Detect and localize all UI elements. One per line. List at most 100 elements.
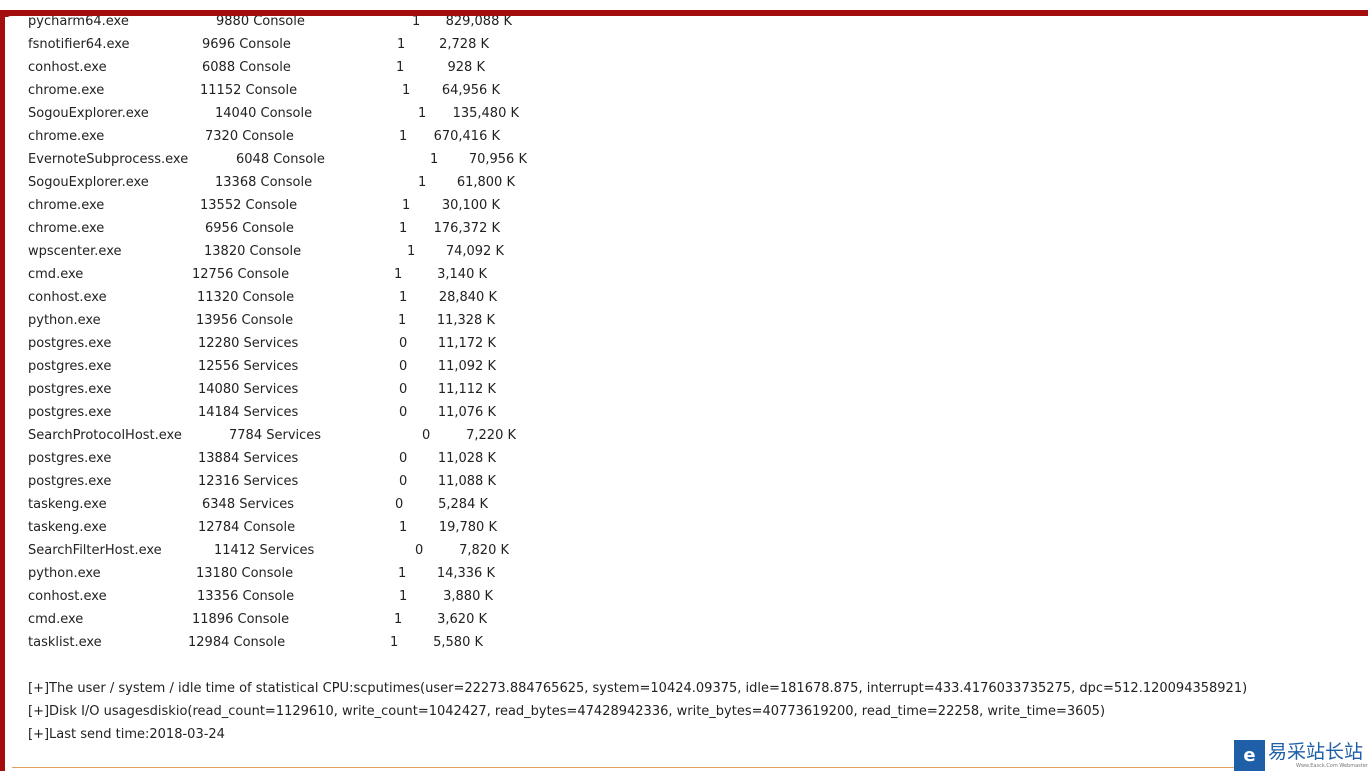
process-pid: 11412 (214, 543, 256, 558)
process-name: pycharm64.exe (28, 16, 129, 29)
process-pid: 7784 (229, 428, 263, 443)
memory-usage: 3,140 K (437, 267, 487, 282)
memory-usage: 11,328 K (436, 313, 495, 328)
memory-usage: 74,092 K (445, 244, 504, 259)
process-name: cmd.exe (28, 612, 84, 627)
session-name: Console (253, 16, 305, 29)
session-number: 0 (399, 405, 408, 420)
process-pid: 9696 (202, 37, 236, 52)
process-row: cmd.exe 12756 Console 1 3,140 K (5, 265, 605, 285)
memory-usage: 176,372 K (433, 221, 500, 236)
process-row: postgres.exe 14080 Services 0 11,112 K (5, 380, 605, 400)
process-pid: 14040 (215, 106, 257, 121)
process-row: taskeng.exe 12784 Console 1 19,780 K (5, 518, 605, 538)
process-row: SogouExplorer.exe 14040 Console 1 135,480 K (5, 104, 605, 124)
process-row: SearchFilterHost.exe 11412 Services 0 7,820… (5, 541, 605, 561)
session-number: 1 (390, 635, 399, 650)
process-row: chrome.exe 13552 Console 1 30,100 K (5, 196, 605, 216)
memory-usage: 19,780 K (438, 520, 497, 535)
session-name: Console (273, 152, 325, 167)
session-number: 1 (399, 221, 408, 236)
pid-session: 6048 Console (236, 150, 325, 170)
pid-session: 11896 Console (192, 610, 289, 630)
memory-usage: 670,416 K (433, 129, 500, 144)
process-pid: 9880 (216, 16, 250, 29)
memory-usage: 3,620 K (437, 612, 487, 627)
process-name: conhost.exe (28, 589, 107, 604)
process-row: EvernoteSubprocess.exe 6048 Console 1 70,95… (5, 150, 605, 170)
session-name: Services (266, 428, 322, 443)
session-name: Console (260, 175, 313, 190)
pid-session: 12756 Console (192, 265, 289, 285)
session-number: 1 (397, 37, 406, 52)
process-pid: 13552 (200, 198, 242, 213)
session-name: Console (242, 589, 295, 604)
process-name: postgres.exe (28, 405, 112, 420)
pid-session: 13884 Services (198, 449, 298, 469)
process-name: conhost.exe (28, 60, 107, 75)
memory-usage: 14,336 K (436, 566, 495, 581)
process-pid: 13884 (198, 451, 240, 466)
process-row: python.exe 13956 Console 1 11,328 K (5, 311, 605, 331)
session-name: Console (233, 635, 286, 650)
process-row: wpscenter.exe 13820 Console 1 74,092 K (5, 242, 605, 262)
memory-usage: 30,100 K (441, 198, 500, 213)
session-name: Services (243, 474, 299, 489)
session-number: 1 (402, 198, 411, 213)
memory-usage: 11,172 K (437, 336, 496, 351)
session-name: Services (259, 543, 315, 558)
session-number: 1 (399, 589, 408, 604)
process-row: chrome.exe 11152 Console 1 64,956 K (5, 81, 605, 101)
process-name: taskeng.exe (28, 520, 107, 535)
last-send-time-line: [+]Last send time:2018-03-24 (28, 727, 225, 742)
process-row: conhost.exe 13356 Console 1 3,880 K (5, 587, 605, 607)
pid-session: 13552 Console (200, 196, 297, 216)
session-number: 1 (398, 566, 407, 581)
process-pid: 6956 (205, 221, 239, 236)
process-row: pycharm64.exe 9880 Console 1 829,088 K (5, 16, 605, 32)
session-name: Console (260, 106, 313, 121)
session-number: 1 (402, 83, 411, 98)
process-name: chrome.exe (28, 221, 105, 236)
session-number: 0 (399, 359, 408, 374)
session-name: Console (245, 83, 298, 98)
process-name: EvernoteSubprocess.exe (28, 152, 189, 167)
process-name: tasklist.exe (28, 635, 102, 650)
process-pid: 13368 (215, 175, 257, 190)
e-logo-icon: e (1234, 740, 1265, 771)
memory-usage: 7,820 K (459, 543, 509, 558)
process-name: SogouExplorer.exe (28, 106, 149, 121)
process-name: postgres.exe (28, 451, 112, 466)
process-name: postgres.exe (28, 336, 112, 351)
memory-usage: 11,076 K (437, 405, 496, 420)
pid-session: 9880 Console (216, 16, 305, 32)
memory-usage: 5,284 K (438, 497, 488, 512)
process-pid: 14080 (198, 382, 240, 397)
process-name: chrome.exe (28, 83, 105, 98)
process-name: postgres.exe (28, 474, 112, 489)
pid-session: 12316 Services (198, 472, 298, 492)
process-pid: 14184 (198, 405, 240, 420)
session-number: 1 (430, 152, 439, 167)
process-name: SearchProtocolHost.exe (28, 428, 182, 443)
session-number: 0 (399, 474, 408, 489)
process-row: postgres.exe 12556 Services 0 11,092 K (5, 357, 605, 377)
process-row: conhost.exe 6088 Console 1 928 K (5, 58, 605, 78)
process-pid: 13820 (204, 244, 246, 259)
memory-usage: 11,112 K (437, 382, 496, 397)
process-name: SogouExplorer.exe (28, 175, 149, 190)
memory-usage: 11,092 K (437, 359, 496, 374)
session-number: 0 (399, 382, 408, 397)
process-name: postgres.exe (28, 382, 112, 397)
session-name: Console (245, 198, 298, 213)
process-pid: 7320 (205, 129, 239, 144)
process-pid: 6048 (236, 152, 270, 167)
process-row: postgres.exe 12316 Services 0 11,088 K (5, 472, 605, 492)
session-name: Console (239, 60, 291, 75)
session-number: 1 (399, 520, 408, 535)
memory-usage: 11,088 K (437, 474, 496, 489)
process-row: taskeng.exe 6348 Services 0 5,284 K (5, 495, 605, 515)
pid-session: 9696 Console (202, 35, 291, 55)
process-row: SogouExplorer.exe 13368 Console 1 61,800 K (5, 173, 605, 193)
session-number: 1 (394, 267, 403, 282)
